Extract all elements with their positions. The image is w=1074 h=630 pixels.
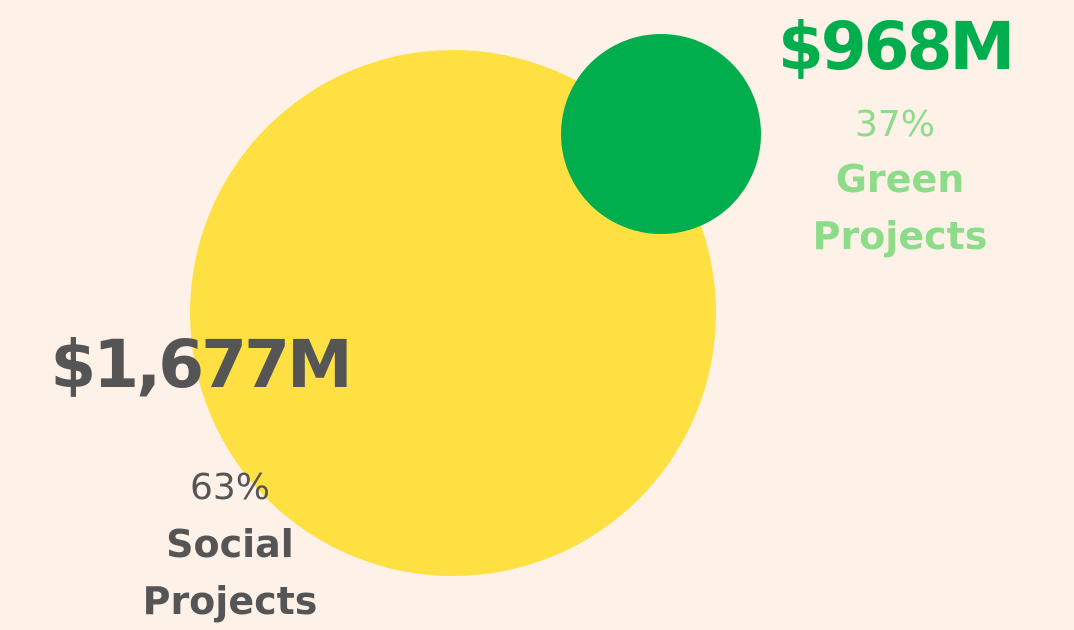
share-label: 37% [854, 104, 936, 145]
value-label: $1,677M [50, 326, 352, 403]
share-label: 63% [189, 467, 271, 508]
value-label: $968M [777, 8, 1015, 85]
category-label: Green Projects [812, 157, 988, 258]
category-label: Social Projects [142, 522, 318, 623]
bubble [561, 34, 761, 234]
